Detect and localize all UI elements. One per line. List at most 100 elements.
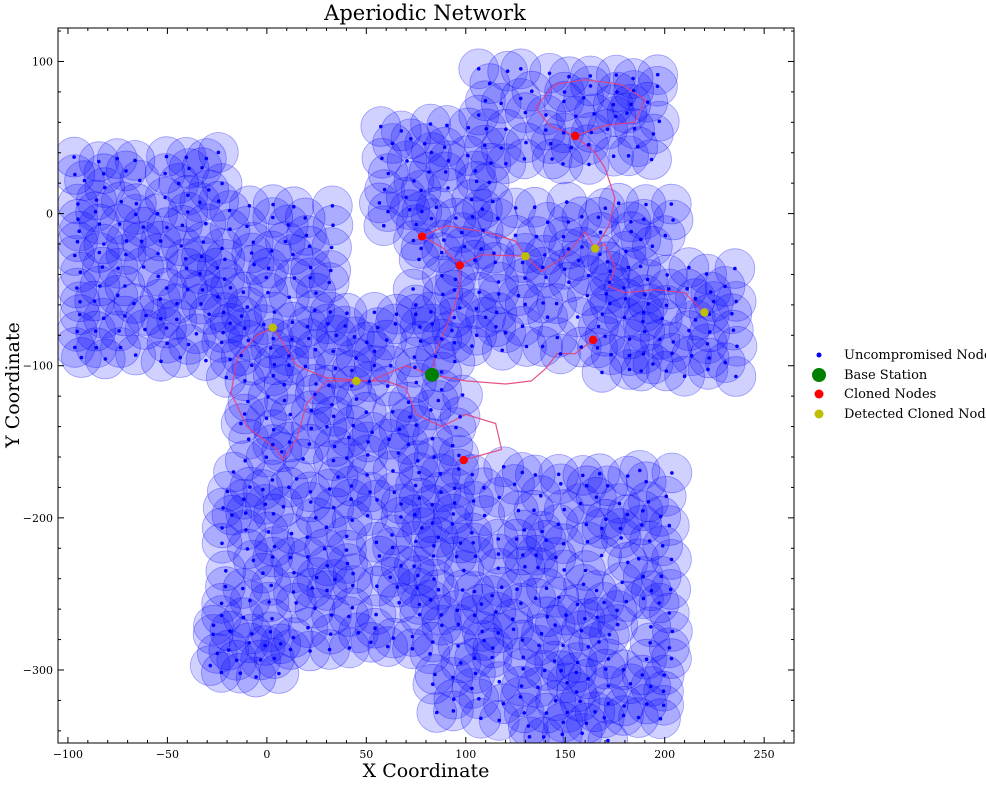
y-tick-label: −100 [23, 360, 53, 373]
uncompromised-node [241, 615, 246, 620]
uncompromised-node [272, 310, 277, 314]
uncompromised-node [420, 526, 424, 530]
uncompromised-node [503, 330, 508, 335]
uncompromised-node [487, 180, 492, 185]
uncompromised-node [617, 501, 622, 506]
uncompromised-node [626, 560, 630, 565]
uncompromised-node [123, 314, 127, 318]
uncompromised-node [667, 287, 671, 291]
uncompromised-node [386, 209, 390, 214]
uncompromised-node [72, 155, 76, 159]
uncompromised-node [669, 557, 674, 562]
detected-cloned-node-marker [352, 376, 361, 386]
uncompromised-node [588, 84, 593, 88]
uncompromised-node [314, 382, 318, 386]
uncompromised-node [350, 518, 355, 522]
uncompromised-node [641, 319, 645, 324]
uncompromised-node [605, 127, 610, 131]
uncompromised-node [373, 626, 377, 630]
uncompromised-node [658, 716, 663, 721]
uncompromised-node [586, 273, 591, 278]
uncompromised-node [596, 215, 601, 220]
uncompromised-node [594, 588, 599, 593]
uncompromised-node [349, 484, 354, 488]
uncompromised-node [428, 652, 432, 656]
uncompromised-node [183, 257, 188, 261]
uncompromised-node [327, 487, 332, 491]
uncompromised-node [306, 625, 310, 630]
uncompromised-node [470, 215, 475, 219]
uncompromised-node [292, 276, 297, 280]
uncompromised-node [429, 310, 433, 314]
uncompromised-node [579, 345, 584, 349]
uncompromised-node [534, 553, 538, 557]
uncompromised-node [220, 181, 224, 186]
uncompromised-node [414, 423, 419, 427]
uncompromised-node [155, 211, 160, 216]
uncompromised-node [305, 535, 310, 539]
uncompromised-node [561, 720, 565, 725]
uncompromised-node [499, 146, 504, 150]
uncompromised-node [621, 667, 626, 672]
uncompromised-node [482, 513, 487, 518]
uncompromised-node [473, 258, 477, 263]
uncompromised-node [292, 204, 296, 209]
uncompromised-node [308, 276, 313, 280]
uncompromised-node [641, 596, 646, 601]
uncompromised-node [452, 341, 457, 345]
uncompromised-node [472, 656, 477, 660]
uncompromised-node [432, 455, 437, 459]
uncompromised-node [605, 484, 610, 488]
uncompromised-node [667, 611, 672, 615]
uncompromised-node [379, 124, 383, 129]
uncompromised-node [661, 703, 666, 708]
uncompromised-node [200, 288, 205, 292]
uncompromised-node [221, 330, 225, 335]
uncompromised-node [430, 521, 435, 525]
uncompromised-node [271, 427, 276, 432]
uncompromised-node [351, 571, 355, 576]
uncompromised-node [326, 322, 330, 326]
uncompromised-node [693, 318, 698, 322]
uncompromised-node [562, 568, 566, 572]
uncompromised-node [514, 537, 519, 541]
uncompromised-node [552, 659, 557, 663]
uncompromised-node [466, 153, 470, 158]
uncompromised-node [224, 569, 228, 573]
uncompromised-node [516, 508, 521, 513]
uncompromised-node [585, 483, 589, 488]
uncompromised-node [184, 155, 189, 160]
uncompromised-node [604, 292, 609, 296]
uncompromised-node [328, 632, 333, 636]
uncompromised-node [94, 345, 99, 350]
uncompromised-node [270, 478, 275, 482]
uncompromised-node [584, 522, 589, 527]
x-axis-label: X Coordinate [363, 760, 490, 782]
uncompromised-node [512, 482, 517, 487]
uncompromised-node [266, 290, 270, 295]
uncompromised-node [82, 178, 87, 183]
uncompromised-node [460, 230, 464, 235]
uncompromised-node [184, 266, 189, 271]
uncompromised-node [141, 225, 146, 229]
uncompromised-node [565, 681, 569, 685]
uncompromised-node [593, 710, 597, 714]
uncompromised-node [439, 370, 444, 374]
uncompromised-node [79, 355, 84, 360]
uncompromised-node [471, 541, 476, 545]
plot-area [58, 48, 758, 743]
uncompromised-node [454, 554, 459, 559]
uncompromised-node [566, 220, 571, 224]
uncompromised-node [164, 326, 169, 330]
uncompromised-node [331, 223, 335, 227]
uncompromised-node [278, 642, 283, 646]
uncompromised-node [611, 102, 616, 107]
uncompromised-node [567, 280, 571, 285]
uncompromised-node [523, 302, 527, 307]
uncompromised-node [663, 233, 668, 238]
uncompromised-node [221, 506, 225, 510]
uncompromised-node [290, 320, 295, 325]
uncompromised-node [537, 643, 541, 648]
uncompromised-node [533, 473, 538, 477]
uncompromised-node [123, 284, 127, 288]
